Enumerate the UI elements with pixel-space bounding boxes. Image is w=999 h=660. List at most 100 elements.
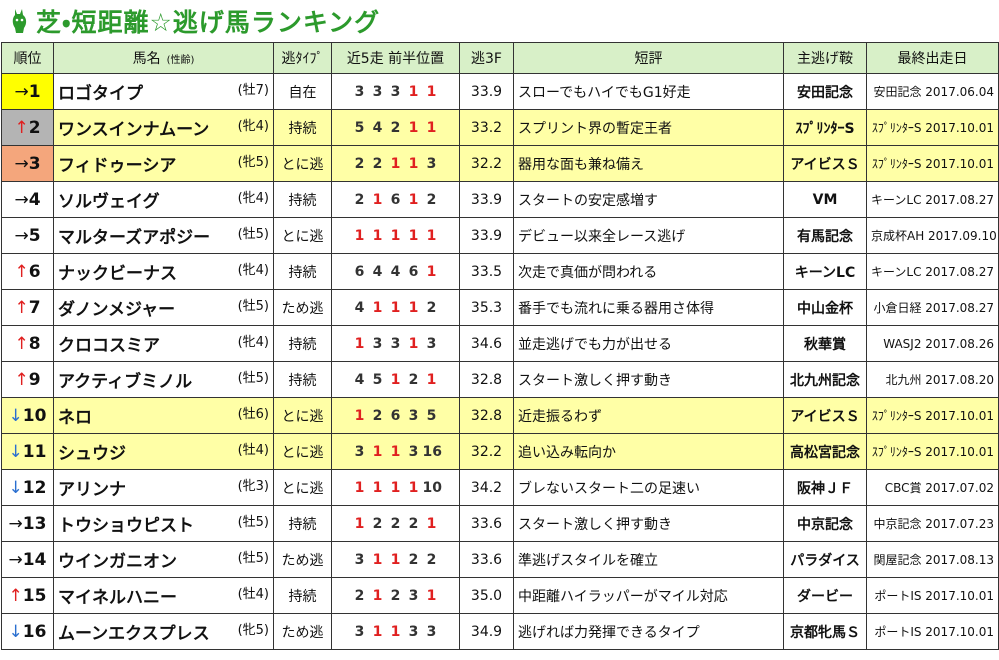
rank-arrow: ↑ (14, 333, 29, 354)
rank-cell: ↓10 (1, 397, 54, 434)
run-type: とに逃 (273, 397, 332, 434)
run-type: 持続 (273, 361, 332, 398)
rank-arrow: ↓ (8, 441, 23, 462)
position: 1 (390, 443, 401, 460)
header-text: 順位 (13, 51, 42, 67)
position: 2 (354, 191, 365, 208)
last-race: 小倉日経 2017.08.27 (866, 289, 999, 326)
rank-arrow: ↑ (14, 117, 29, 138)
rank-number: 14 (22, 549, 47, 570)
sex-age: (牝4) (237, 119, 269, 134)
position: 3 (426, 335, 437, 352)
main-race: キーンLC (783, 253, 867, 290)
position: 1 (390, 551, 401, 568)
position: 1 (372, 551, 383, 568)
rank-number: 16 (22, 621, 47, 642)
name-cell: (牝4) ナックビーナス (53, 253, 274, 290)
rank-number: 1 (28, 81, 41, 102)
position: 1 (426, 371, 437, 388)
comment: デビュー以来全レース逃げ (513, 217, 784, 254)
rank-arrow: → (14, 225, 29, 246)
name-cell: (牡5) ダノンメジャー (53, 289, 274, 326)
comment: 並走逃げでも力が出せる (513, 325, 784, 362)
position: 3 (408, 587, 419, 604)
front-3f: 33.6 (459, 505, 514, 542)
comment: 器用な面も兼ね備え (513, 145, 784, 182)
comment: スタート激しく押す動き (513, 505, 784, 542)
column-header: 馬名 (性齢) (53, 42, 274, 74)
position: 3 (372, 83, 383, 100)
front-3f: 34.9 (459, 613, 514, 650)
position: 6 (390, 191, 401, 208)
position: 16 (422, 443, 442, 460)
ranking-row: ↑2 (牝4) ワンスインナムーン 持続 5 4 2 1 1 33.2 スプリント界の暫定王者 ｽﾌﾟ… (1, 109, 999, 146)
front-3f: 34.2 (459, 469, 514, 506)
name-cell: (牡5) アクティブミノル (53, 361, 274, 398)
rank-cell: →3 (1, 145, 54, 182)
main-race: アイビスＳ (783, 397, 867, 434)
positions-cell: 3 1 1 3 16 (331, 433, 460, 470)
rank-number: 5 (28, 225, 41, 246)
position: 2 (408, 515, 419, 532)
rank-cell: ↓12 (1, 469, 54, 506)
header-note: (性齢) (166, 55, 195, 66)
position: 2 (426, 299, 437, 316)
front-3f: 35.0 (459, 577, 514, 614)
position: 1 (390, 155, 401, 172)
position: 4 (372, 263, 383, 280)
sex-age: (牝4) (237, 335, 269, 350)
main-race: 阪神ＪＦ (783, 469, 867, 506)
rank-number: 13 (22, 513, 47, 534)
position: 1 (408, 83, 419, 100)
comment: 近走振るわず (513, 397, 784, 434)
horse-name: ワンスインナムーン (58, 120, 210, 140)
rank-cell: ↑6 (1, 253, 54, 290)
column-header: 逃ﾀｲﾌﾟ (273, 42, 332, 74)
horse-name: ソルヴェイグ (58, 192, 160, 212)
name-cell: (牡6) ネロ (53, 397, 274, 434)
last-race: ｽﾌﾟﾘﾝﾀｰS 2017.10.01 (866, 109, 999, 146)
ranking-row: →3 (牝5) フィドゥーシア とに逃 2 2 1 1 3 32.2 器用な面も兼ね備え アイビスＳ ｽ… (1, 145, 999, 182)
main-race: ｽﾌﾟﾘﾝﾀｰS (783, 109, 867, 146)
sex-age: (牝3) (237, 479, 269, 494)
rank-number: 11 (22, 441, 47, 462)
position: 1 (408, 191, 419, 208)
horse-icon (12, 9, 27, 33)
rank-arrow: ↑ (8, 585, 23, 606)
main-race: ダービー (783, 577, 867, 614)
position: 1 (372, 587, 383, 604)
rank-cell: ↑8 (1, 325, 54, 362)
position: 4 (372, 119, 383, 136)
sex-age: (牝4) (237, 263, 269, 278)
ranking-row: →14 (牡5) ウインガニオン ため逃 3 1 1 2 2 33.6 準逃げスタイルを確立 パラダイ… (1, 541, 999, 578)
comment: スプリント界の暫定王者 (513, 109, 784, 146)
run-type: 持続 (273, 577, 332, 614)
column-header: 逃3F (459, 42, 514, 74)
main-race: 安田記念 (783, 73, 867, 110)
ranking-row: →5 (牡5) マルターズアポジー とに逃 1 1 1 1 1 33.9 デビュー以来全レース逃げ有… (1, 217, 999, 254)
position: 3 (408, 623, 419, 640)
comment: 準逃げスタイルを確立 (513, 541, 784, 578)
rank-cell: →5 (1, 217, 54, 254)
position: 2 (372, 407, 383, 424)
position: 2 (390, 119, 401, 136)
ranking-row: ↑8 (牝4) クロコスミア 持続 1 3 3 1 3 34.6 並走逃げでも力が出せる 秋華賞 WAS… (1, 325, 999, 362)
ranking-table: 順位 馬名 (性齢) 逃ﾀｲﾌﾟ 近5走 前半位置 逃3F 短評 主逃げ鞍 最終出走日 →1 (牡… (1, 42, 999, 650)
horse-name: トウショウピスト (58, 516, 194, 536)
ranking-row: ↑9 (牡5) アクティブミノル 持続 4 5 1 2 1 32.8 スタート激しく押す動き 北九州記… (1, 361, 999, 398)
run-type: とに逃 (273, 145, 332, 182)
name-cell: (牝4) クロコスミア (53, 325, 274, 362)
rank-arrow: ↓ (8, 621, 23, 642)
comment: 中距離ハイラッパーがマイル対応 (513, 577, 784, 614)
main-race: 中山金杯 (783, 289, 867, 326)
rank-number: 6 (28, 261, 41, 282)
horse-name: ムーンエクスプレス (58, 624, 210, 644)
last-race: キーンLC 2017.08.27 (866, 253, 999, 290)
front-3f: 32.8 (459, 361, 514, 398)
name-cell: (牝5) フィドゥーシア (53, 145, 274, 182)
ranking-row: →13 (牡5) トウショウピスト 持続 1 2 2 2 1 33.6 スタート激しく押す動き 中京記… (1, 505, 999, 542)
positions-cell: 1 1 1 1 10 (331, 469, 460, 506)
